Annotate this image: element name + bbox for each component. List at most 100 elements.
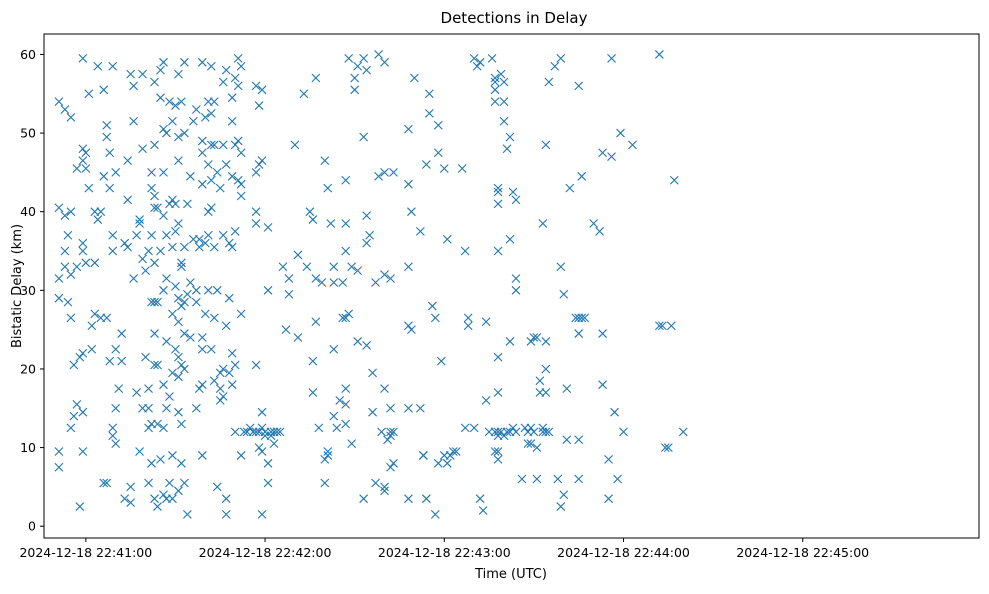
data-point-marker: [230, 140, 240, 150]
data-point-marker: [174, 293, 183, 303]
data-point-marker: [442, 458, 452, 468]
data-point-marker: [493, 183, 503, 193]
data-point-marker: [197, 57, 207, 67]
data-point-marker: [221, 321, 231, 331]
data-point-marker: [138, 69, 147, 79]
data-point-marker: [532, 474, 542, 484]
data-point-marker: [236, 179, 246, 189]
data-point-marker: [505, 337, 515, 346]
data-point-marker: [221, 494, 231, 504]
data-point-marker: [111, 439, 121, 449]
data-point-marker: [386, 427, 395, 437]
data-point-marker: [544, 427, 554, 437]
data-point-marker: [218, 364, 228, 374]
data-point-marker: [362, 211, 372, 221]
data-point-marker: [182, 510, 192, 519]
data-point-marker: [502, 144, 512, 154]
data-point-marker: [323, 447, 333, 456]
data-point-marker: [374, 171, 383, 181]
data-point-marker: [359, 494, 369, 504]
data-point-marker: [526, 337, 536, 346]
data-point-marker: [544, 77, 554, 87]
data-point-marker: [171, 101, 180, 110]
data-point-marker: [171, 199, 180, 209]
data-point-marker: [424, 109, 434, 118]
data-point-marker: [472, 61, 482, 71]
data-point-marker: [556, 53, 566, 63]
data-point-marker: [227, 93, 237, 103]
data-point-marker: [144, 478, 153, 488]
data-point-marker: [448, 447, 458, 456]
data-point-marker: [153, 502, 162, 511]
data-point-marker: [233, 136, 243, 146]
data-point-marker: [218, 77, 228, 87]
data-point-marker: [541, 388, 551, 397]
data-point-marker: [168, 309, 177, 319]
data-point-marker: [329, 278, 339, 287]
y-tick-label: 50: [20, 126, 36, 141]
data-point-marker: [99, 85, 109, 95]
data-point-marker: [505, 234, 515, 244]
data-point-marker: [359, 53, 369, 63]
data-point-marker: [174, 372, 183, 382]
data-point-marker: [329, 262, 339, 272]
data-point-marker: [311, 274, 321, 283]
data-point-marker: [174, 219, 183, 228]
data-point-marker: [72, 262, 82, 272]
data-point-marker: [404, 494, 413, 504]
data-point-marker: [577, 171, 587, 181]
data-point-marker: [117, 329, 127, 338]
data-point-marker: [66, 313, 76, 323]
data-point-marker: [108, 246, 118, 256]
data-point-marker: [511, 427, 521, 437]
data-point-marker: [78, 246, 88, 256]
data-point-marker: [69, 411, 79, 421]
data-point-marker: [559, 289, 569, 299]
data-point-marker: [215, 384, 225, 393]
data-point-marker: [102, 132, 112, 142]
data-point-marker: [209, 97, 219, 107]
y-tick-label: 20: [20, 361, 36, 376]
data-point-marker: [257, 447, 267, 456]
data-point-marker: [191, 285, 201, 295]
data-point-marker: [162, 337, 171, 346]
data-point-marker: [69, 360, 79, 370]
data-point-marker: [182, 289, 192, 299]
data-point-marker: [87, 344, 97, 354]
data-point-marker: [481, 396, 491, 405]
data-point-marker: [230, 360, 240, 370]
data-point-marker: [197, 136, 207, 146]
data-point-marker: [221, 510, 231, 519]
data-point-marker: [54, 97, 64, 107]
data-point-marker: [475, 57, 485, 67]
data-point-marker: [72, 164, 82, 173]
data-point-marker: [114, 384, 124, 393]
data-point-marker: [66, 207, 76, 217]
data-point-marker: [78, 238, 88, 248]
data-point-marker: [174, 132, 183, 142]
data-point-marker: [108, 61, 118, 71]
data-point-marker: [168, 451, 177, 460]
data-point-marker: [433, 458, 443, 468]
x-tick-label: 2024-12-18 22:45:00: [736, 545, 869, 560]
data-point-marker: [371, 278, 380, 287]
data-point-marker: [203, 207, 213, 217]
data-point-marker: [227, 171, 237, 181]
data-point-marker: [54, 293, 64, 303]
data-point-marker: [180, 478, 189, 488]
data-point-marker: [102, 313, 112, 323]
data-point-marker: [559, 490, 569, 500]
data-point-marker: [469, 423, 479, 433]
data-point-marker: [174, 407, 183, 417]
data-point-marker: [224, 238, 234, 248]
data-point-marker: [162, 128, 171, 138]
data-point-marker: [168, 195, 177, 205]
data-point-marker: [81, 148, 91, 158]
data-point-marker: [550, 61, 560, 71]
data-point-marker: [344, 53, 354, 63]
data-point-marker: [574, 329, 584, 338]
data-point-marker: [433, 148, 443, 158]
data-point-marker: [532, 443, 542, 452]
data-point-marker: [577, 313, 587, 323]
